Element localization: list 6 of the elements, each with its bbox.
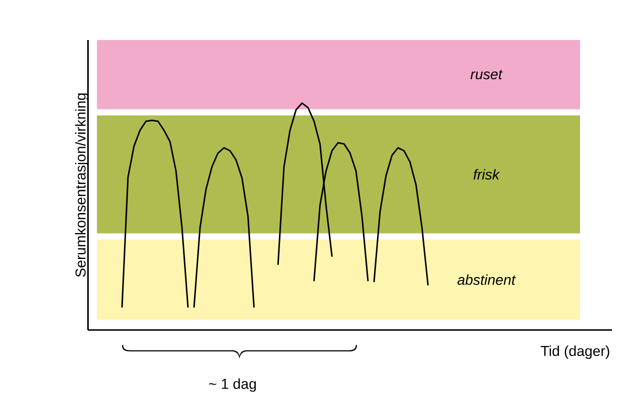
band-label: ruset: [470, 70, 503, 80]
band-label: abstinent: [457, 274, 516, 285]
band-label: frisk: [474, 169, 500, 180]
x-axis-title: Tid (dager): [540, 346, 610, 359]
y-axis-title: Serumkonsentrasjon/virkning: [75, 93, 88, 277]
text: ~ 1 dag: [209, 378, 256, 392]
